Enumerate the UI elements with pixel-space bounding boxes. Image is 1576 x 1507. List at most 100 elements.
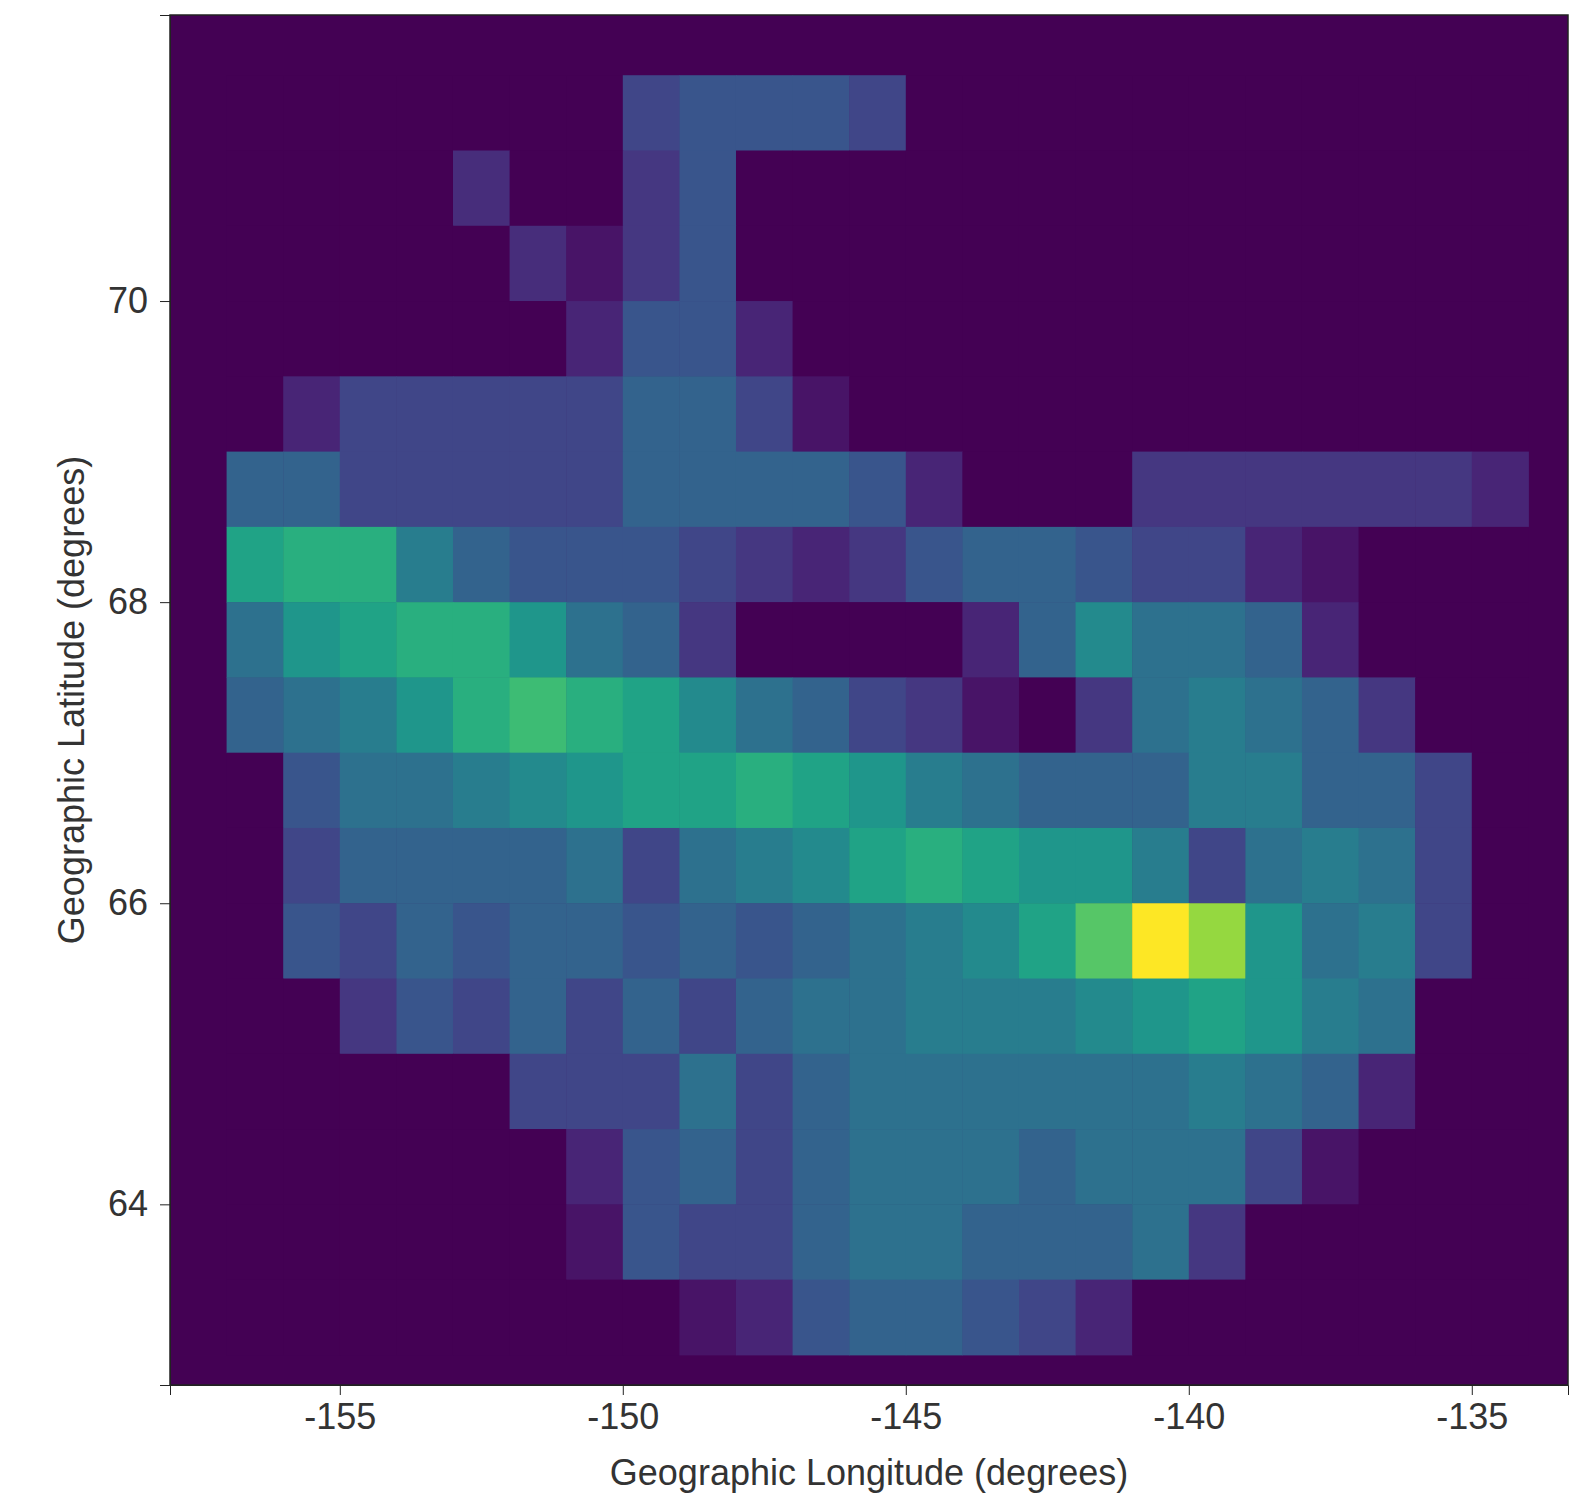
heatmap-cell: [1359, 75, 1416, 151]
heatmap-cell: [396, 753, 453, 829]
heatmap-cell: [227, 301, 284, 377]
heatmap-cell: [1189, 150, 1246, 226]
heatmap-cell: [510, 301, 567, 377]
heatmap-cell: [1415, 677, 1472, 753]
heatmap-cell: [679, 226, 736, 302]
heatmap-cell: [1359, 828, 1416, 904]
heatmap-cell: [1019, 376, 1076, 452]
heatmap-cell: [1245, 226, 1302, 302]
heatmap-cell: [623, 452, 680, 528]
heatmap-cell: [396, 979, 453, 1055]
heatmap-cell: [1472, 376, 1529, 452]
heatmap-cell: [623, 527, 680, 603]
y-tick-mark: [160, 1204, 170, 1205]
heatmap-cell: [1132, 301, 1189, 377]
heatmap-cell: [1019, 602, 1076, 678]
heatmap-cell: [1302, 1054, 1359, 1130]
heatmap-cell: [566, 150, 623, 226]
heatmap-cell: [679, 1204, 736, 1280]
heatmap-cell: [510, 226, 567, 302]
heatmap-cell: [1132, 602, 1189, 678]
x-tick-mark: [1189, 1385, 1190, 1395]
heatmap-cell: [1472, 226, 1529, 302]
heatmap-cell: [623, 226, 680, 302]
heatmap-cell: [736, 677, 793, 753]
heatmap-cell: [1359, 527, 1416, 603]
heatmap-cell: [510, 527, 567, 603]
heatmap-cell: [1245, 1129, 1302, 1205]
heatmap-cell: [510, 677, 567, 753]
chart: -155-150-145-140-13564666870Geographic L…: [0, 0, 1576, 1507]
heatmap-cell: [906, 376, 963, 452]
heatmap-cell: [566, 527, 623, 603]
heatmap-cell: [1019, 301, 1076, 377]
heatmap-cell: [1245, 1054, 1302, 1130]
heatmap-cell: [679, 828, 736, 904]
heatmap-cell: [453, 979, 510, 1055]
heatmap-cell: [283, 979, 340, 1055]
heatmap-cell: [1076, 828, 1133, 904]
heatmap-cell: [1472, 1280, 1529, 1356]
x-tick-mark: [1472, 1385, 1473, 1395]
heatmap-cell: [849, 828, 906, 904]
heatmap-cell: [1472, 75, 1529, 151]
heatmap-cell: [453, 452, 510, 528]
heatmap-cell: [1019, 1204, 1076, 1280]
heatmap-cell: [1415, 979, 1472, 1055]
heatmap-cell: [1359, 1129, 1416, 1205]
y-axis-line: [160, 16, 171, 1386]
heatmap-cell: [453, 527, 510, 603]
heatmap-cell: [1302, 226, 1359, 302]
heatmap-cell: [566, 301, 623, 377]
heatmap-cell: [679, 602, 736, 678]
heatmap-cell: [227, 150, 284, 226]
heatmap-cell: [510, 75, 567, 151]
heatmap-cell: [227, 226, 284, 302]
heatmap-cell: [1189, 602, 1246, 678]
heatmap-cell: [1472, 828, 1529, 904]
x-tick: -145: [870, 1385, 942, 1437]
heatmap-cell: [962, 828, 1019, 904]
heatmap-cell: [340, 75, 397, 151]
heatmap-cell: [1245, 376, 1302, 452]
heatmap-cell: [283, 301, 340, 377]
heatmap-cell: [793, 828, 850, 904]
heatmap-cell: [340, 828, 397, 904]
heatmap-cell: [340, 1054, 397, 1130]
heatmap-cell: [1019, 1129, 1076, 1205]
heatmap-cell: [1019, 527, 1076, 603]
heatmap-cell: [566, 828, 623, 904]
heatmap-cell: [1415, 226, 1472, 302]
heatmap-cell: [736, 452, 793, 528]
heatmap-cell: [1359, 150, 1416, 226]
heatmap-cell: [793, 150, 850, 226]
heatmap-cell: [736, 1129, 793, 1205]
heatmap-cell: [510, 979, 567, 1055]
heatmap-cell: [679, 903, 736, 979]
heatmap-cell: [340, 150, 397, 226]
heatmap-cell: [1019, 150, 1076, 226]
heatmap-cell: [227, 979, 284, 1055]
heatmap-cell: [1245, 677, 1302, 753]
heatmap-cell: [1359, 903, 1416, 979]
heatmap-cell: [623, 753, 680, 829]
heatmap-cell: [962, 527, 1019, 603]
heatmap-cell: [1132, 452, 1189, 528]
plot-background: [170, 15, 1568, 1385]
heatmap-cell: [849, 979, 906, 1055]
heatmap-cell: [679, 452, 736, 528]
heatmap-cell: [736, 1204, 793, 1280]
heatmap-cell: [1189, 452, 1246, 528]
heatmap-cell: [1302, 452, 1359, 528]
heatmap-cell: [1189, 376, 1246, 452]
y-axis-title: Geographic Latitude (degrees): [51, 456, 92, 944]
heatmap-cell: [340, 602, 397, 678]
heatmap-cell: [510, 753, 567, 829]
heatmap-cell: [906, 452, 963, 528]
heatmap-cell: [1472, 677, 1529, 753]
heatmap-cell: [340, 301, 397, 377]
heatmap-cell: [736, 226, 793, 302]
x-tick-label: -145: [870, 1396, 942, 1437]
heatmap-cell: [1359, 226, 1416, 302]
heatmap-cell: [1189, 903, 1246, 979]
